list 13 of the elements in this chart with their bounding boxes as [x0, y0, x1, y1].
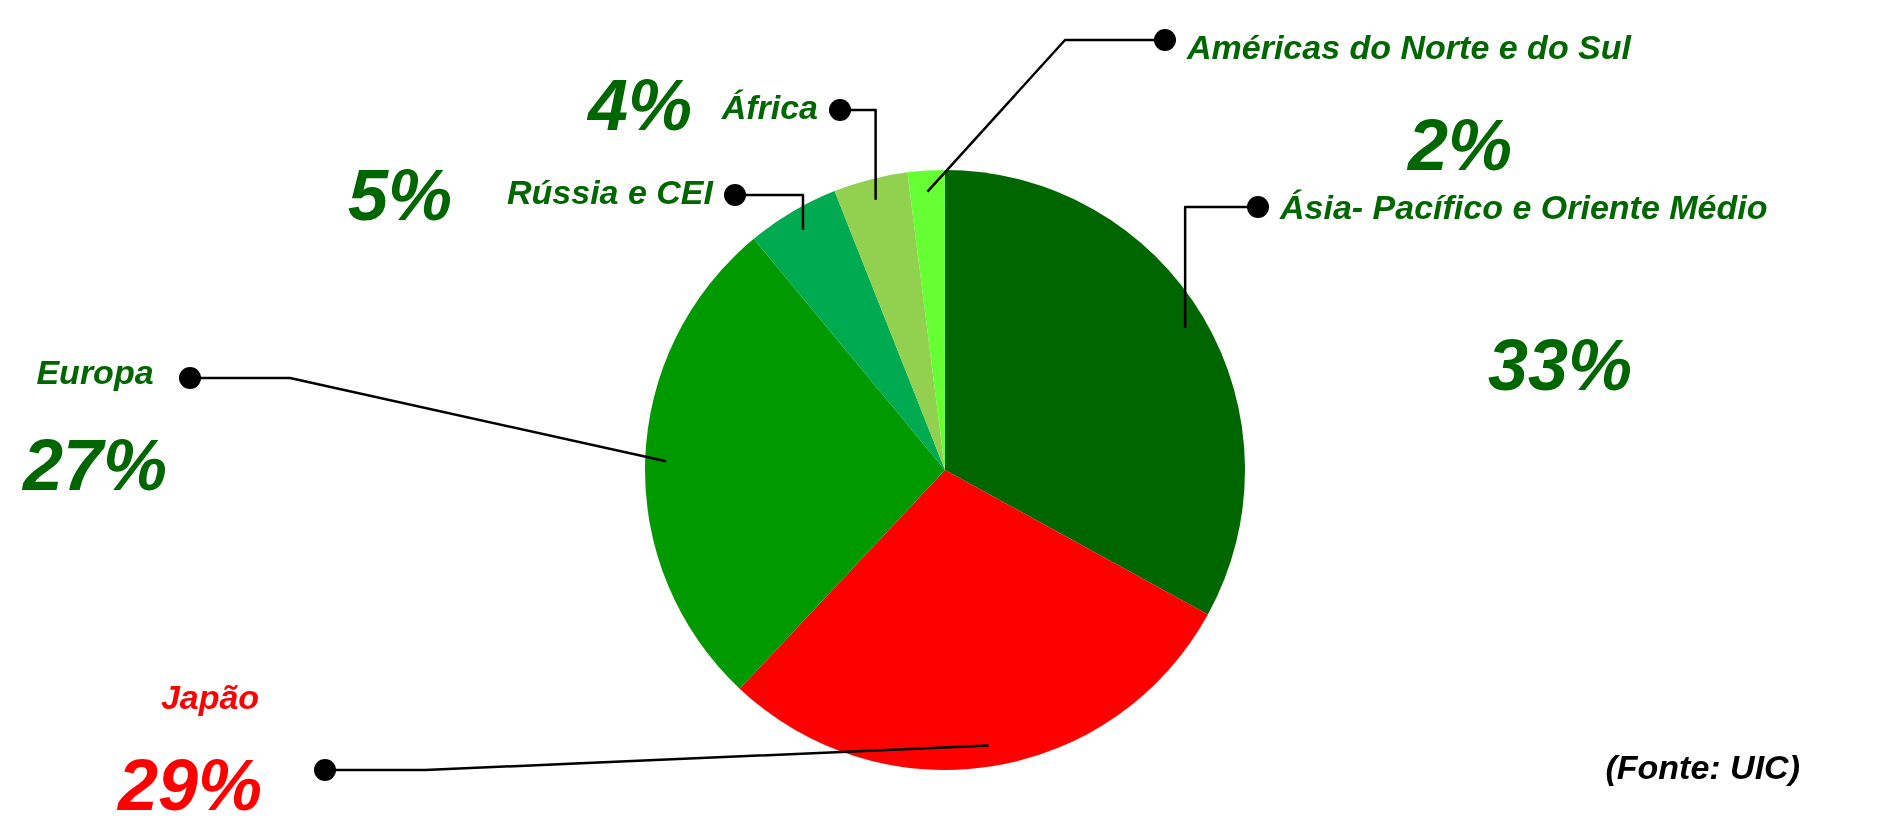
slice-label: Japão: [160, 678, 260, 717]
text: (Fonte: UIC): [1605, 748, 1800, 787]
data-label: 5%: [347, 154, 453, 235]
data-label: 29%: [115, 744, 263, 821]
slice-label: Rússia e CEI: [507, 173, 715, 212]
data-label: 4%: [585, 64, 693, 145]
slice-label: Ásia- Pacífico e Oriente Médio: [1279, 188, 1768, 227]
data-label: 27%: [20, 424, 168, 505]
slice-label: África: [720, 88, 818, 127]
slice-label: Américas do Norte e do Sul: [1186, 28, 1633, 67]
slice-label: Europa: [36, 353, 154, 392]
data-label: 33%: [1487, 324, 1633, 405]
data-label: 2%: [1405, 104, 1513, 185]
